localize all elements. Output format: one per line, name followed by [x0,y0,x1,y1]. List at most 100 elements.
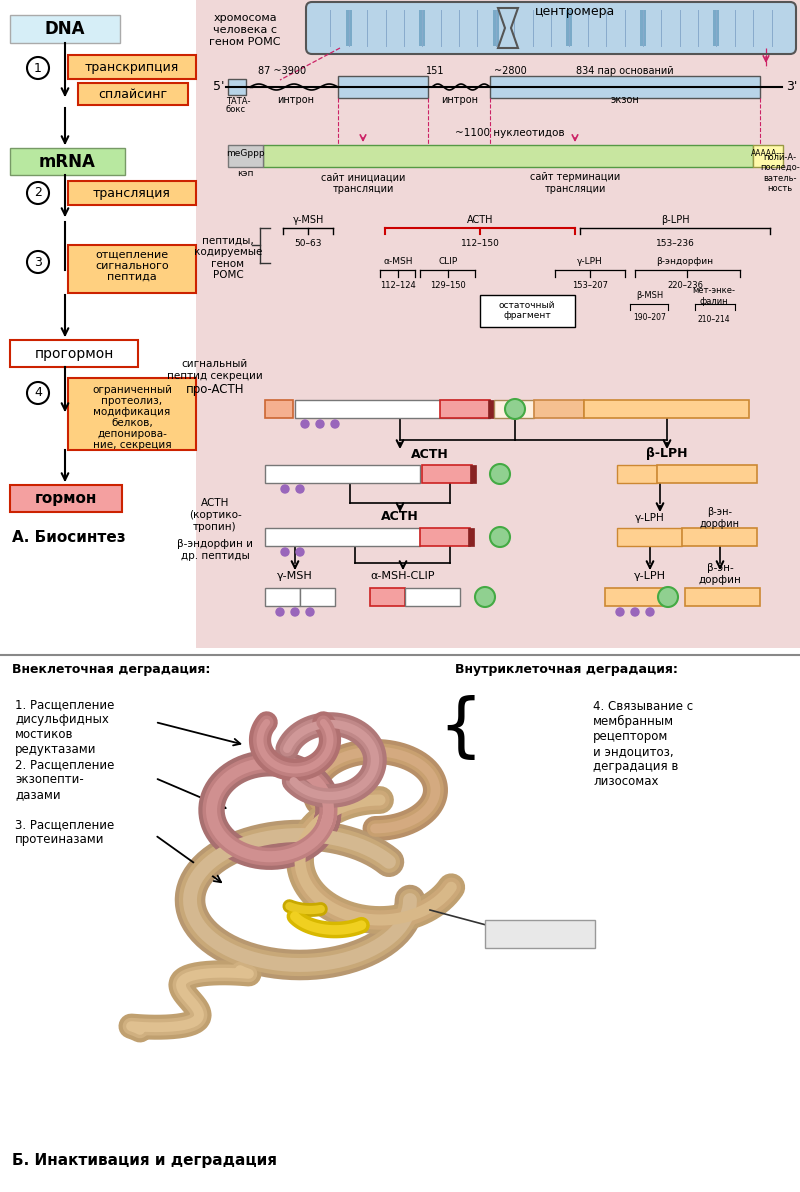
Bar [617,465,657,483]
Text: 87 ~3900: 87 ~3900 [258,66,306,76]
Bar [714,10,719,46]
Bar [265,465,420,483]
Bar [265,528,420,546]
Circle shape [616,608,624,616]
Bar [493,10,499,46]
Polygon shape [498,8,518,48]
Bar [494,401,534,418]
Text: 1: 1 [34,62,42,74]
Text: β-эндорфин и
др. пептиды: β-эндорфин и др. пептиды [177,539,253,560]
Text: пептида: пептида [107,272,157,283]
Text: ограниченный: ограниченный [92,385,172,395]
Text: про-ACTH: про-ACTH [186,384,244,397]
Bar [584,401,749,418]
Text: Внеклеточная деградация:: Внеклеточная деградация: [12,664,210,677]
FancyBboxPatch shape [306,2,796,54]
Text: meGppp: meGppp [226,149,264,159]
Bar [68,181,196,205]
Bar [228,145,263,167]
Text: α-MSH: α-MSH [383,257,413,267]
Text: интрон: интрон [442,95,478,105]
Circle shape [296,485,304,493]
Text: ААААА---: ААААА--- [750,149,786,159]
Bar [265,401,293,418]
Bar [657,465,757,483]
Text: поли-А-
последо-
ватель-
ность: поли-А- последо- ватель- ность [760,153,800,193]
Text: β-MSH: β-MSH [636,292,664,300]
Bar [480,294,575,327]
Text: {: { [438,695,482,762]
Bar [265,588,300,606]
Text: прогормон: прогормон [34,347,114,361]
Text: P: P [481,592,489,602]
Circle shape [281,485,289,493]
Text: 153–207: 153–207 [572,280,608,290]
Circle shape [296,548,304,555]
Circle shape [301,420,309,428]
Circle shape [490,464,510,484]
Bar [566,10,572,46]
Text: mRNA: mRNA [38,153,95,170]
Bar [640,10,646,46]
Text: Внутриклеточная деградация:: Внутриклеточная деградация: [455,664,678,677]
Bar [300,588,335,606]
Bar [196,0,800,648]
Circle shape [475,586,495,607]
Text: γ-LPH: γ-LPH [635,513,665,523]
Circle shape [490,527,510,547]
Text: сигнальный
пептид секреции: сигнальный пептид секреции [167,359,263,380]
Circle shape [631,608,639,616]
Bar [468,528,474,546]
Bar [488,401,494,418]
Text: 834 пар оснований: 834 пар оснований [576,66,674,76]
Text: интрон: интрон [278,95,314,105]
Bar [753,145,783,167]
Text: транскрипция: транскрипция [85,61,179,74]
Text: кэп: кэп [237,168,254,178]
Text: модификация: модификация [94,406,170,417]
Bar [10,340,138,367]
Bar [370,588,405,606]
Bar [422,465,472,483]
Bar [405,588,460,606]
Text: фрагмент: фрагмент [503,311,551,321]
Bar [78,83,188,105]
Bar [10,485,122,513]
Text: 112–124: 112–124 [380,280,416,290]
Bar [485,920,595,948]
Text: β-эн-
дорфин: β-эн- дорфин [698,563,742,585]
Text: сплайсинг: сплайсинг [98,87,167,100]
Circle shape [27,57,49,79]
Text: CLIP: CLIP [438,257,458,267]
Text: А. Биосинтез: А. Биосинтез [12,530,126,546]
Text: сайт инициации
трансляции: сайт инициации трансляции [321,172,405,194]
Text: ~2800: ~2800 [494,66,526,76]
Circle shape [505,399,525,420]
Text: γ-LPH: γ-LPH [634,571,666,581]
Text: 129–150: 129–150 [430,280,466,290]
Bar [617,528,682,546]
Text: 5': 5' [213,81,224,93]
Text: депонирова-: депонирова- [97,429,167,439]
Text: ~1100 нуклеотидов: ~1100 нуклеотидов [455,128,565,138]
Text: ТАТА-: ТАТА- [226,97,250,106]
Circle shape [27,182,49,204]
Bar [68,378,196,451]
Bar [338,76,428,98]
Circle shape [306,608,314,616]
Text: α-MSH-CLIP: α-MSH-CLIP [370,571,435,581]
Text: хромосома
человека с
геном РОМС: хромосома человека с геном РОМС [210,13,281,46]
Circle shape [658,586,678,607]
Text: P: P [664,592,672,602]
Text: 1. Расщепление
дисульфидных
мостиков
редуктазами: 1. Расщепление дисульфидных мостиков ред… [15,699,114,756]
Text: ACTH: ACTH [466,215,494,225]
Circle shape [646,608,654,616]
Text: P: P [511,404,519,414]
Text: DNA: DNA [45,20,86,38]
Text: отщепление: отщепление [95,250,169,260]
Bar [470,465,476,483]
Circle shape [331,420,339,428]
Circle shape [27,252,49,273]
Text: γ-LPH: γ-LPH [577,257,603,267]
Text: P: P [496,468,504,479]
